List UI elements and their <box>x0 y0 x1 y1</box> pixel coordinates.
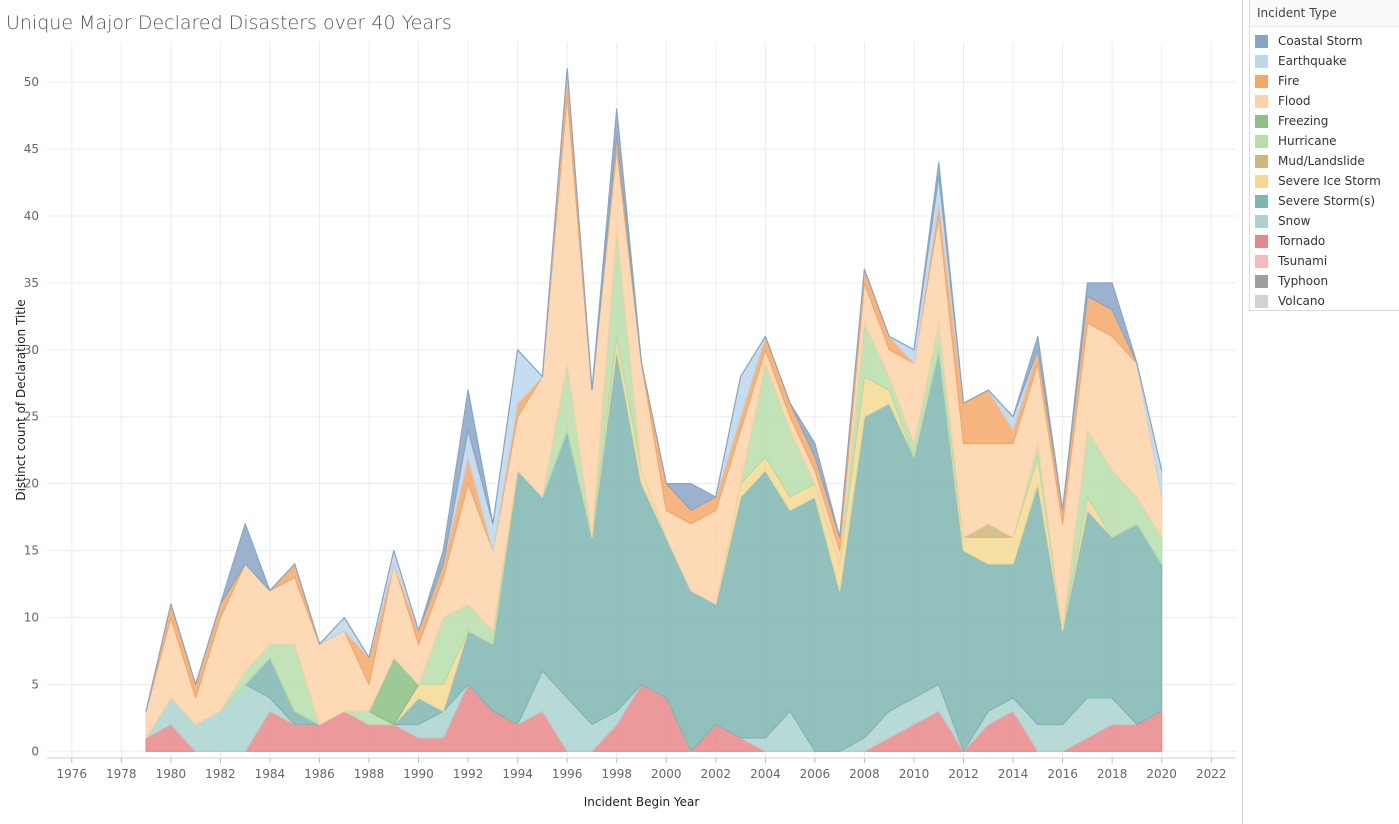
legend-swatch <box>1255 194 1268 208</box>
x-tick-label: 1976 <box>56 767 87 781</box>
legend-item-tsunami[interactable]: Tsunami <box>1250 251 1399 271</box>
legend-swatch <box>1255 254 1268 268</box>
legend-items: Coastal Storm Earthquake Fire Flood Freezing… <box>1250 27 1399 311</box>
x-tick-label: 1980 <box>156 767 187 781</box>
legend-swatch <box>1255 134 1268 148</box>
legend-swatch <box>1255 74 1268 88</box>
x-tick-label: 2018 <box>1097 767 1128 781</box>
x-tick-label: 1992 <box>453 767 484 781</box>
legend-swatch <box>1255 234 1268 248</box>
chart-title: Unique Major Declared Disasters over 40 … <box>6 12 452 34</box>
x-tick-label: 2006 <box>800 767 831 781</box>
y-axis-title: Distinct count of Declaration Title <box>14 299 28 500</box>
y-tick-label: 35 <box>24 276 39 290</box>
legend-label: Severe Ice Storm <box>1278 174 1381 188</box>
legend-label: Coastal Storm <box>1278 34 1363 48</box>
legend-swatch <box>1255 94 1268 108</box>
x-tick-label: 1998 <box>601 767 632 781</box>
x-tick-label: 1984 <box>255 767 286 781</box>
legend-swatch <box>1255 274 1268 288</box>
x-tick-label: 2012 <box>948 767 979 781</box>
legend-label: Hurricane <box>1278 134 1337 148</box>
legend-item-tornado[interactable]: Tornado <box>1250 231 1399 251</box>
y-axis-ticks: 0 5 10 15 20 25 30 35 40 45 50 <box>24 75 39 758</box>
x-axis-ticks: 1976 1978 1980 1982 1984 1986 1988 1990 1992 1994… <box>56 758 1227 781</box>
x-tick-label: 2020 <box>1146 767 1177 781</box>
chart-plot: 1976 1978 1980 1982 1984 1986 1988 1990 1992 1994… <box>14 42 1236 809</box>
legend-label: Mud/Landslide <box>1278 154 1365 168</box>
stacked-areas <box>145 68 1163 752</box>
y-tick-label: 50 <box>24 75 39 89</box>
legend-label: Severe Storm(s) <box>1278 194 1376 208</box>
y-tick-label: 0 <box>31 744 39 758</box>
legend-label: Snow <box>1278 214 1311 228</box>
y-tick-label: 40 <box>24 209 39 223</box>
x-tick-label: 2008 <box>849 767 880 781</box>
legend-label: Typhoon <box>1278 274 1329 288</box>
x-tick-label: 2004 <box>750 767 781 781</box>
y-tick-label: 25 <box>24 410 39 424</box>
sheet-divider <box>1242 0 1243 824</box>
legend-item-snow[interactable]: Snow <box>1250 211 1399 231</box>
x-tick-label: 1990 <box>403 767 434 781</box>
legend-item-flood[interactable]: Flood <box>1250 91 1399 111</box>
legend-swatch <box>1255 214 1268 228</box>
y-tick-label: 5 <box>31 677 39 691</box>
legend-label: Fire <box>1278 74 1300 88</box>
x-tick-label: 2016 <box>1047 767 1078 781</box>
x-tick-label: 1978 <box>106 767 137 781</box>
x-tick-label: 1996 <box>552 767 583 781</box>
legend-item-fire[interactable]: Fire <box>1250 71 1399 91</box>
legend-item-earthquake[interactable]: Earthquake <box>1250 51 1399 71</box>
x-axis-title: Incident Begin Year <box>584 795 700 809</box>
legend-swatch <box>1255 54 1268 68</box>
legend-item-severe-storm-s[interactable]: Severe Storm(s) <box>1250 191 1399 211</box>
y-tick-label: 20 <box>24 477 39 491</box>
y-tick-label: 15 <box>24 544 39 558</box>
legend-label: Flood <box>1278 94 1311 108</box>
legend-swatch <box>1255 294 1268 308</box>
x-tick-label: 1986 <box>304 767 335 781</box>
legend-swatch <box>1255 154 1268 168</box>
legend-item-coastal-storm[interactable]: Coastal Storm <box>1250 31 1399 51</box>
legend: Incident Type Coastal Storm Earthquake Fir… <box>1249 0 1399 311</box>
x-tick-label: 1988 <box>354 767 385 781</box>
legend-item-severe-ice-storm[interactable]: Severe Ice Storm <box>1250 171 1399 191</box>
legend-item-hurricane[interactable]: Hurricane <box>1250 131 1399 151</box>
y-tick-label: 45 <box>24 142 39 156</box>
legend-swatch <box>1255 34 1268 48</box>
y-tick-label: 30 <box>24 343 39 357</box>
legend-item-freezing[interactable]: Freezing <box>1250 111 1399 131</box>
legend-item-mud-landslide[interactable]: Mud/Landslide <box>1250 151 1399 171</box>
legend-label: Tornado <box>1278 234 1326 248</box>
y-tick-label: 10 <box>24 610 39 624</box>
legend-label: Earthquake <box>1278 54 1347 68</box>
x-tick-label: 2010 <box>899 767 930 781</box>
x-tick-label: 1994 <box>502 767 533 781</box>
legend-swatch <box>1255 114 1268 128</box>
x-tick-label: 1982 <box>205 767 236 781</box>
x-tick-label: 2014 <box>998 767 1029 781</box>
legend-swatch <box>1255 174 1268 188</box>
legend-label: Tsunami <box>1278 254 1328 268</box>
area-coastal-storm <box>145 68 1163 712</box>
legend-item-volcano[interactable]: Volcano <box>1250 291 1399 311</box>
legend-label: Volcano <box>1278 294 1325 308</box>
legend-label: Freezing <box>1278 114 1329 128</box>
legend-title: Incident Type <box>1250 0 1399 27</box>
x-tick-label: 2022 <box>1196 767 1227 781</box>
x-tick-label: 2002 <box>701 767 732 781</box>
legend-item-typhoon[interactable]: Typhoon <box>1250 271 1399 291</box>
x-tick-label: 2000 <box>651 767 682 781</box>
